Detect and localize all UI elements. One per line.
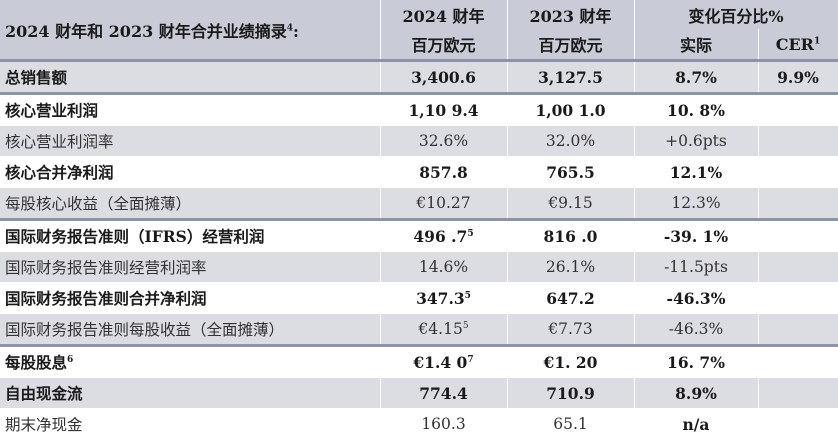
value-2024: 857.8 [380, 157, 507, 188]
value-2023: 3,127.5 [507, 61, 634, 94]
value-2024-text: 496 .7 [413, 227, 467, 246]
value-2024: 347.35 [380, 283, 507, 314]
row-label-footnote: 6 [67, 355, 73, 365]
row-label: 每股核心收益（全面摊薄） [0, 188, 380, 220]
table-row: 国际财务报告准则（IFRS）经营利润 496 .75 816 .0 -39. 1… [0, 220, 838, 252]
value-cer [758, 378, 838, 409]
row-label: 自由现金流 [0, 378, 380, 409]
value-cer [758, 252, 838, 283]
table-row: 期末净现金 160.3 65.1 n/a [0, 409, 838, 439]
sub-cer-text: CER [776, 35, 814, 54]
table-row: 总销售额 3,400.6 3,127.5 8.7% 9.9% [0, 61, 838, 94]
value-actual: 16. 7% [634, 346, 758, 378]
value-actual: -46.3% [634, 314, 758, 346]
header-2023: 2023 财年 [507, 0, 634, 29]
value-2023: 26.1% [507, 252, 634, 283]
table-row: 自由现金流 774.4 710.9 8.9% [0, 378, 838, 409]
value-2024-footnote: 5 [467, 228, 473, 238]
value-actual: 12.3% [634, 188, 758, 220]
value-cer [758, 157, 838, 188]
header-row-1: 2024 财年和 2023 财年合并业绩摘录4: 2024 财年 2023 财年… [0, 0, 838, 29]
value-2024-footnote: 5 [463, 321, 469, 331]
sub-cer-footnote: 1 [814, 36, 820, 46]
row-label: 核心合并净利润 [0, 157, 380, 188]
value-cer [758, 188, 838, 220]
value-cer: 9.9% [758, 61, 838, 94]
value-2024-footnote: 7 [467, 354, 473, 364]
unit-2023: 百万欧元 [507, 29, 634, 61]
table-row: 国际财务报告准则每股收益（全面摊薄） €4.155 €7.73 -46.3% [0, 314, 838, 346]
value-2023: 710.9 [507, 378, 634, 409]
value-2023: 765.5 [507, 157, 634, 188]
value-cer [758, 314, 838, 346]
value-2024: 3,400.6 [380, 61, 507, 94]
value-cer [758, 126, 838, 157]
row-label: 期末净现金 [0, 409, 380, 439]
value-2024: 160.3 [380, 409, 507, 439]
unit-2024: 百万欧元 [380, 29, 507, 61]
value-cer [758, 346, 838, 378]
table-title-colon: : [293, 22, 299, 41]
value-cer [758, 94, 838, 126]
row-label: 核心营业利润 [0, 94, 380, 126]
value-actual: 10. 8% [634, 94, 758, 126]
row-label-text: 每股股息 [5, 353, 67, 372]
value-2024: 496 .75 [380, 220, 507, 252]
value-2024: €4.155 [380, 314, 507, 346]
table-row: 核心合并净利润 857.8 765.5 12.1% [0, 157, 838, 188]
table-row: 每股股息6 €1.4 07 €1. 20 16. 7% [0, 346, 838, 378]
value-2024: 774.4 [380, 378, 507, 409]
value-2023: €1. 20 [507, 346, 634, 378]
value-2024-text: €4.15 [418, 320, 462, 338]
row-label: 国际财务报告准则每股收益（全面摊薄） [0, 314, 380, 346]
sub-cer: CER1 [758, 29, 838, 61]
value-2023: 32.0% [507, 126, 634, 157]
value-2024-text: 347.3 [416, 289, 465, 308]
value-2024: €10.27 [380, 188, 507, 220]
table-title-text: 2024 财年和 2023 财年合并业绩摘录 [5, 22, 287, 41]
table-row: 每股核心收益（全面摊薄） €10.27 €9.15 12.3% [0, 188, 838, 220]
table-row: 核心营业利润 1,10 9.4 1,00 1.0 10. 8% [0, 94, 838, 126]
row-label: 每股股息6 [0, 346, 380, 378]
value-cer [758, 220, 838, 252]
value-cer [758, 409, 838, 439]
table-row: 国际财务报告准则经营利润率 14.6% 26.1% -11.5pts [0, 252, 838, 283]
value-2023: 647.2 [507, 283, 634, 314]
value-2023: €7.73 [507, 314, 634, 346]
header-2024: 2024 财年 [380, 0, 507, 29]
value-2023: 65.1 [507, 409, 634, 439]
value-2024: 1,10 9.4 [380, 94, 507, 126]
value-2024: €1.4 07 [380, 346, 507, 378]
table-row: 国际财务报告准则合并净利润 347.35 647.2 -46.3% [0, 283, 838, 314]
value-actual: 8.7% [634, 61, 758, 94]
value-2023: 816 .0 [507, 220, 634, 252]
sub-actual: 实际 [634, 29, 758, 61]
value-2024: 32.6% [380, 126, 507, 157]
value-actual: n/a [634, 409, 758, 439]
table-row: 核心营业利润率 32.6% 32.0% +0.6pts [0, 126, 838, 157]
value-actual: -39. 1% [634, 220, 758, 252]
row-label: 国际财务报告准则（IFRS）经营利润 [0, 220, 380, 252]
value-cer [758, 283, 838, 314]
header-change: 变化百分比% [634, 0, 838, 29]
value-actual: -46.3% [634, 283, 758, 314]
table-title: 2024 财年和 2023 财年合并业绩摘录4: [0, 0, 380, 61]
row-label: 总销售额 [0, 61, 380, 94]
value-actual: +0.6pts [634, 126, 758, 157]
row-label: 国际财务报告准则经营利润率 [0, 252, 380, 283]
value-2024: 14.6% [380, 252, 507, 283]
value-actual: 8.9% [634, 378, 758, 409]
value-actual: 12.1% [634, 157, 758, 188]
value-2024-text: €1.4 0 [413, 353, 467, 372]
value-2023: 1,00 1.0 [507, 94, 634, 126]
value-actual: -11.5pts [634, 252, 758, 283]
row-label: 核心营业利润率 [0, 126, 380, 157]
value-2024-footnote: 5 [465, 290, 471, 300]
row-label: 国际财务报告准则合并净利润 [0, 283, 380, 314]
value-2023: €9.15 [507, 188, 634, 220]
